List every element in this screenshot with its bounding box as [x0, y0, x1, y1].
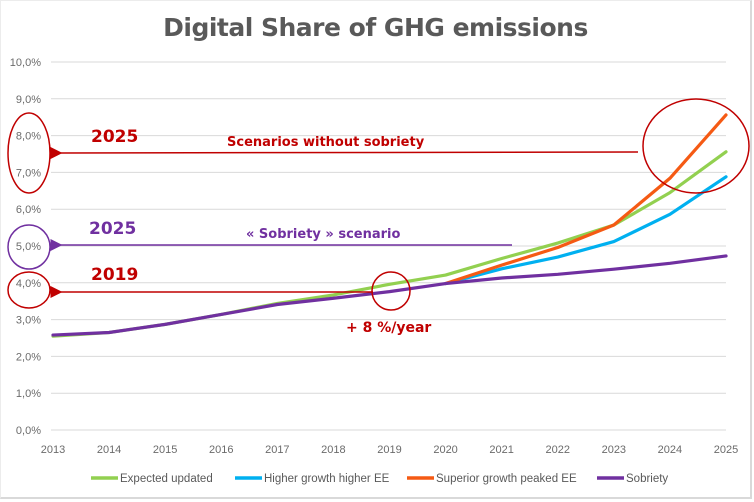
series-line-expected-updated — [51, 150, 728, 338]
highlight-ellipse-y-axis-7-8 — [7, 112, 51, 194]
highlight-circle-y-axis-4 — [7, 271, 51, 309]
x-axis-ticks: 2013 2014 2015 2016 2017 2018 2019 2020 2021 2022… — [41, 444, 738, 456]
chart-title: Digital Share of GHG emissions — [163, 13, 588, 42]
x-tick-label: 2017 — [265, 444, 289, 456]
x-tick-label: 2022 — [546, 444, 570, 456]
y-tick-label: 5,0% — [16, 241, 41, 253]
x-tick-label: 2021 — [489, 444, 513, 456]
legend-item: Expected updated — [91, 473, 213, 485]
legend-item: Higher growth higher EE — [235, 473, 390, 485]
x-tick-label: 2016 — [209, 444, 233, 456]
x-tick-label: 2024 — [658, 444, 682, 456]
annotation-year-2025-red: 2025 — [91, 127, 138, 147]
y-axis-ticks: 0,0% 1,0% 2,0% 3,0% 4,0% 5,0% 6,0% 7,0% 8,0% 9,0%… — [10, 57, 41, 437]
legend-label: Higher growth higher EE — [264, 473, 390, 485]
annotation-year-2025-purple: 2025 — [89, 219, 136, 239]
legend-label: Expected updated — [120, 473, 213, 485]
series-line-superior-growth-peaked-ee — [443, 113, 728, 286]
x-tick-label: 2025 — [714, 444, 738, 456]
y-tick-label: 10,0% — [10, 57, 41, 69]
highlight-circle-2019 — [371, 271, 411, 311]
x-tick-label: 2023 — [602, 444, 626, 456]
y-tick-label: 9,0% — [16, 94, 41, 106]
annotation-growth-rate: + 8 %/year — [346, 320, 431, 336]
series-line-sobriety — [51, 254, 728, 337]
series-line-higher-growth-higher-ee — [443, 175, 728, 286]
annotation-year-2019: 2019 — [91, 265, 138, 285]
annotation-sobriety-scenario: « Sobriety » scenario — [246, 227, 401, 242]
highlight-circle-y-axis-5 — [7, 224, 51, 270]
x-tick-label: 2013 — [41, 444, 65, 456]
y-tick-label: 0,0% — [16, 425, 41, 437]
x-tick-label: 2020 — [433, 444, 457, 456]
y-tick-label: 4,0% — [16, 278, 41, 290]
x-tick-label: 2019 — [377, 444, 401, 456]
legend-label: Superior growth peaked EE — [436, 473, 577, 485]
y-tick-label: 2,0% — [16, 351, 41, 363]
x-tick-label: 2015 — [153, 444, 177, 456]
highlight-ellipse-2025-scenarios — [642, 98, 750, 194]
annotations: 2025 Scenarios without sobriety 2025 « S… — [7, 98, 750, 336]
y-tick-label: 6,0% — [16, 204, 41, 216]
annotation-scenarios-without-sobriety: Scenarios without sobriety — [227, 135, 425, 150]
y-tick-label: 1,0% — [16, 388, 41, 400]
x-tick-label: 2014 — [97, 444, 121, 456]
y-tick-label: 3,0% — [16, 315, 41, 327]
y-tick-label: 7,0% — [16, 167, 41, 179]
legend-item: Superior growth peaked EE — [407, 473, 577, 485]
series-lines — [51, 113, 728, 338]
arrow-scenarios-without-sobriety — [50, 147, 639, 160]
legend: Expected updated Higher growth higher EE S… — [91, 473, 668, 485]
legend-label: Sobriety — [626, 473, 668, 485]
y-tick-label: 8,0% — [16, 131, 41, 143]
gridlines — [51, 61, 726, 431]
legend-item: Sobriety — [597, 473, 668, 485]
x-tick-label: 2018 — [321, 444, 345, 456]
